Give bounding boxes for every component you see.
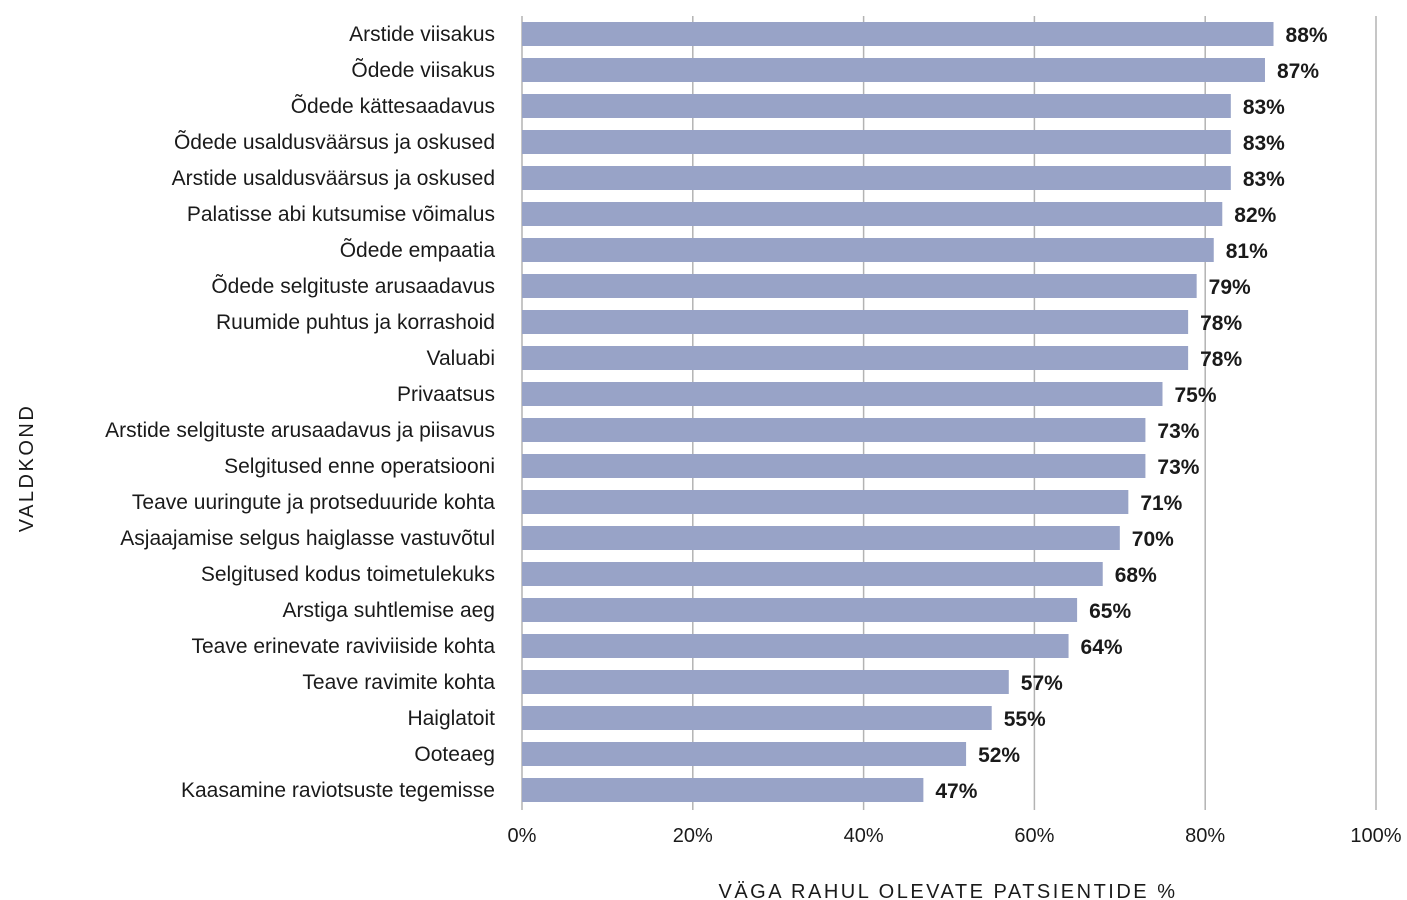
bar [522, 490, 1129, 514]
category-label: Arstide selgituste arusaadavus ja piisav… [105, 419, 495, 442]
data-label: 81% [1226, 240, 1268, 263]
category-label: Valuabi [427, 347, 496, 370]
x-tick-label: 40% [844, 825, 884, 847]
data-label: 82% [1234, 204, 1276, 227]
data-label: 65% [1089, 600, 1131, 623]
y-axis-title: VALDKOND [16, 404, 38, 533]
data-label: 87% [1277, 60, 1319, 83]
bar [522, 130, 1231, 154]
data-label: 83% [1243, 96, 1285, 119]
category-label: Palatisse abi kutsumise võimalus [187, 203, 495, 226]
value-labels: 88% 87% 83% 83% 83% 82% 81% 79% 78% 78% 75% 73% 73% 7… [935, 24, 1327, 803]
category-label: Teave ravimite kohta [302, 671, 495, 694]
x-tick-label: 80% [1185, 825, 1225, 847]
data-label: 83% [1243, 132, 1285, 155]
bar [522, 598, 1078, 622]
bar [522, 418, 1146, 442]
data-label: 73% [1157, 420, 1199, 443]
bar [522, 382, 1163, 406]
bar [522, 310, 1189, 334]
bar [522, 670, 1009, 694]
data-label: 47% [935, 780, 977, 803]
category-label: Selgitused kodus toimetulekuks [201, 563, 495, 586]
category-label: Õdede kättesaadavus [291, 94, 495, 118]
bar [522, 58, 1265, 82]
category-label: Teave erinevate raviviiside kohta [192, 635, 496, 658]
category-labels: Arstide viisakus Õdede viisakus Õdede kätt… [105, 23, 495, 802]
data-label: 64% [1081, 636, 1123, 659]
data-label: 70% [1132, 528, 1174, 551]
category-label: Ruumide puhtus ja korrashoid [216, 311, 495, 334]
bar [522, 202, 1223, 226]
data-label: 78% [1200, 348, 1242, 371]
x-axis-title: VÄGA RAHUL OLEVATE PATSIENTIDE % [719, 881, 1178, 900]
data-label: 57% [1021, 672, 1063, 695]
bar [522, 238, 1214, 262]
x-tick-label: 0% [508, 825, 537, 847]
bar [522, 22, 1274, 46]
data-label: 71% [1140, 492, 1182, 515]
bar [522, 634, 1069, 658]
bar [522, 94, 1231, 118]
x-tick-label: 100% [1350, 825, 1401, 847]
bar [522, 562, 1103, 586]
data-label: 52% [978, 744, 1020, 767]
category-label: Ooteaeg [414, 743, 495, 766]
category-label: Privaatsus [397, 383, 495, 406]
data-label: 73% [1157, 456, 1199, 479]
category-label: Õdede usaldusväärsus ja oskused [174, 130, 495, 154]
data-label: 75% [1175, 384, 1217, 407]
category-label: Asjaajamise selgus haiglasse vastuvõtul [120, 527, 495, 550]
category-label: Arstide usaldusväärsus ja oskused [172, 167, 495, 190]
bar [522, 166, 1231, 190]
data-label: 79% [1209, 276, 1251, 299]
bar [522, 778, 924, 802]
bar [522, 454, 1146, 478]
category-label: Teave uuringute ja protseduuride kohta [132, 491, 495, 514]
x-tick-labels: 0% 20% 40% 60% 80% 100% [508, 825, 1402, 847]
data-label: 83% [1243, 168, 1285, 191]
data-label: 88% [1286, 24, 1328, 47]
category-label: Arstiga suhtlemise aeg [283, 599, 495, 622]
x-tick-label: 60% [1014, 825, 1054, 847]
bar [522, 526, 1120, 550]
category-label: Arstide viisakus [349, 23, 495, 46]
bars [522, 22, 1274, 802]
category-label: Õdede selgituste arusaadavus [211, 274, 495, 298]
bar [522, 346, 1189, 370]
x-tick-label: 20% [673, 825, 713, 847]
data-label: 78% [1200, 312, 1242, 335]
bar [522, 706, 992, 730]
category-label: Kaasamine raviotsuste tegemisse [181, 779, 495, 802]
category-label: Õdede viisakus [351, 58, 495, 82]
data-label: 55% [1004, 708, 1046, 731]
bar [522, 274, 1197, 298]
category-label: Õdede empaatia [340, 238, 496, 262]
data-label: 68% [1115, 564, 1157, 587]
category-label: Haiglatoit [407, 707, 495, 730]
category-label: Selgitused enne operatsiooni [224, 455, 495, 478]
bar [522, 742, 967, 766]
